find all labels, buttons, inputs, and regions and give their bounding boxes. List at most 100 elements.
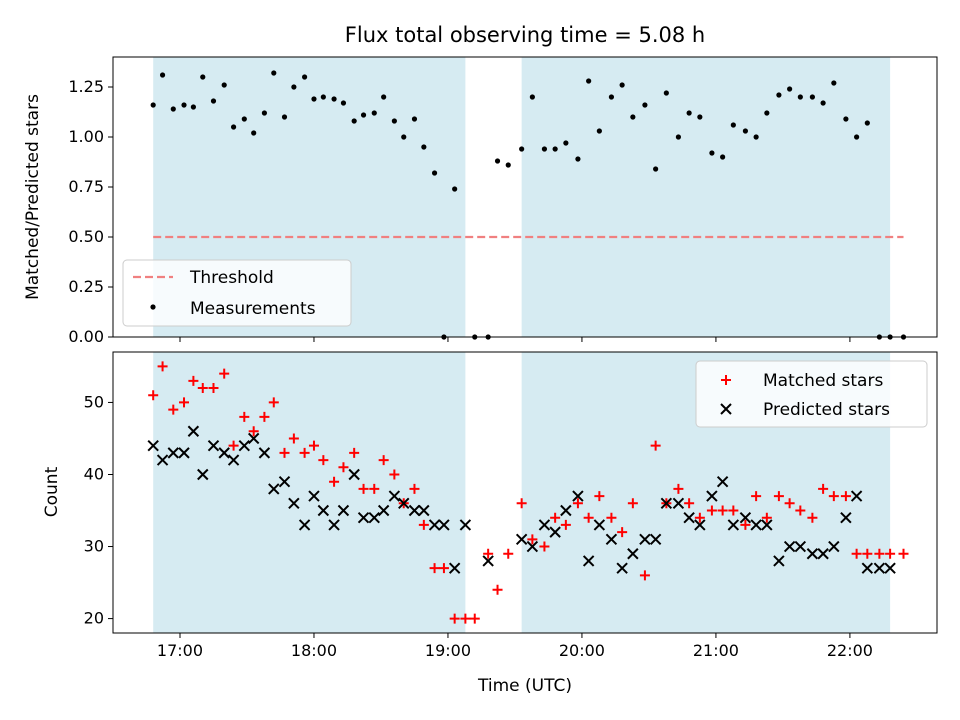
matched-stars-point — [299, 447, 310, 458]
predicted-stars-point — [716, 475, 729, 488]
measurement-point — [575, 156, 581, 162]
bottom-y-axis-label: Count — [42, 466, 62, 517]
matched-stars-point — [639, 570, 650, 581]
measurement-point — [159, 72, 166, 78]
bottom-legend: Matched stars Predicted stars — [695, 360, 928, 428]
matched-stars-point — [828, 491, 839, 502]
matched-stars-point — [751, 491, 762, 502]
matched-stars-point — [197, 383, 208, 394]
measurement-point — [608, 94, 615, 100]
matched-stars-point — [179, 397, 190, 408]
measurement-point — [541, 146, 548, 152]
measurement-point — [421, 144, 427, 150]
matched-stars-point — [208, 383, 219, 394]
predicted-stars-point — [884, 562, 896, 574]
matched-stars-point — [773, 491, 784, 502]
bottom-legend-box — [695, 360, 928, 428]
legend-measurements-swatch — [150, 304, 156, 310]
predicted-stars-point — [828, 540, 840, 553]
predicted-stars-point — [187, 425, 200, 437]
matched-stars-point — [539, 541, 550, 552]
matched-stars-point — [807, 512, 818, 523]
matched-stars-point — [840, 491, 851, 502]
matched-stars-point — [673, 483, 684, 494]
predicted-stars-point — [238, 439, 251, 452]
matched-stars-point — [378, 455, 389, 466]
predicted-stars-point — [178, 447, 190, 459]
measurement-point — [150, 102, 156, 108]
matched-stars-point — [694, 512, 705, 523]
measurement-point — [753, 134, 759, 140]
measurement-point — [519, 146, 525, 152]
matched-stars-point — [898, 548, 909, 559]
x-tick-label: 22:00 — [827, 641, 873, 660]
matched-stars-point — [338, 462, 349, 473]
measurement-point — [371, 110, 377, 116]
legend-measurements-label: Measurements — [190, 299, 316, 319]
measurement-point — [596, 128, 602, 134]
matched-stars-point — [409, 483, 420, 494]
predicted-stars-point — [873, 562, 886, 574]
predicted-stars-point — [515, 533, 528, 546]
measurement-point — [675, 134, 682, 140]
matched-stars-point — [627, 498, 638, 509]
measurement-point — [697, 114, 703, 120]
predicted-stars-point — [783, 540, 796, 553]
matched-stars-point — [349, 447, 360, 458]
measurement-point — [391, 118, 397, 124]
matched-stars-point — [851, 548, 862, 559]
predicted-stars-point — [218, 447, 230, 459]
predicted-stars-point — [526, 540, 539, 553]
matched-stars-point — [469, 613, 480, 624]
x-tick-label: 18:00 — [291, 641, 337, 660]
measurement-point — [401, 134, 407, 140]
measurement-point — [494, 158, 501, 164]
measurement-point — [720, 154, 726, 160]
predicted-stars-point — [298, 519, 311, 531]
predicted-stars-point — [388, 490, 401, 502]
measurement-point — [730, 122, 736, 128]
measurement-point — [663, 90, 669, 96]
top-axes-frame — [112, 56, 938, 338]
measurement-point — [411, 116, 418, 122]
matched-stars-point — [369, 483, 380, 494]
measurement-point — [529, 94, 535, 100]
matched-stars-point — [583, 512, 594, 523]
predicted-stars-point — [840, 512, 852, 524]
predicted-stars-point — [357, 512, 370, 524]
predicted-stars-point — [761, 519, 773, 531]
predicted-stars-point — [806, 548, 819, 560]
predicted-stars-point — [694, 519, 706, 531]
predicted-stars-point — [750, 519, 762, 531]
predicted-stars-point — [560, 504, 572, 517]
predicted-stars-point — [337, 504, 350, 517]
predicted-stars-point — [156, 454, 169, 466]
matched-stars-point — [740, 519, 751, 530]
predicted-stars-point — [428, 519, 441, 531]
matched-stars-point — [438, 563, 449, 574]
top-y-axis-label: Matched/Predicted stars — [23, 94, 43, 300]
predicted-stars-point — [773, 555, 785, 567]
top-y-tick-label: 0.00 — [68, 327, 104, 346]
predicted-stars-point — [850, 490, 863, 502]
matched-stars-point — [503, 548, 514, 559]
measurement-point — [843, 116, 849, 122]
x-tick-label: 21:00 — [693, 641, 739, 660]
measurement-point — [619, 82, 625, 88]
predicted-stars-point — [317, 504, 330, 517]
matched-stars-point — [219, 368, 230, 379]
x-axis-label: Time (UTC) — [477, 676, 572, 696]
predicted-stars-point — [817, 548, 829, 560]
bottom-series-0 — [148, 361, 909, 624]
measurement-point — [864, 120, 870, 126]
predicted-stars-point — [605, 533, 618, 546]
matched-stars-point — [560, 519, 571, 530]
legend-predicted-swatch — [720, 403, 732, 415]
matched-stars-point — [818, 483, 829, 494]
measurement-point — [351, 118, 357, 124]
predicted-stars-point — [278, 475, 291, 488]
measurement-point — [764, 110, 770, 116]
matched-stars-point — [684, 498, 695, 509]
measurement-point — [831, 80, 837, 86]
predicted-stars-point — [538, 519, 551, 531]
